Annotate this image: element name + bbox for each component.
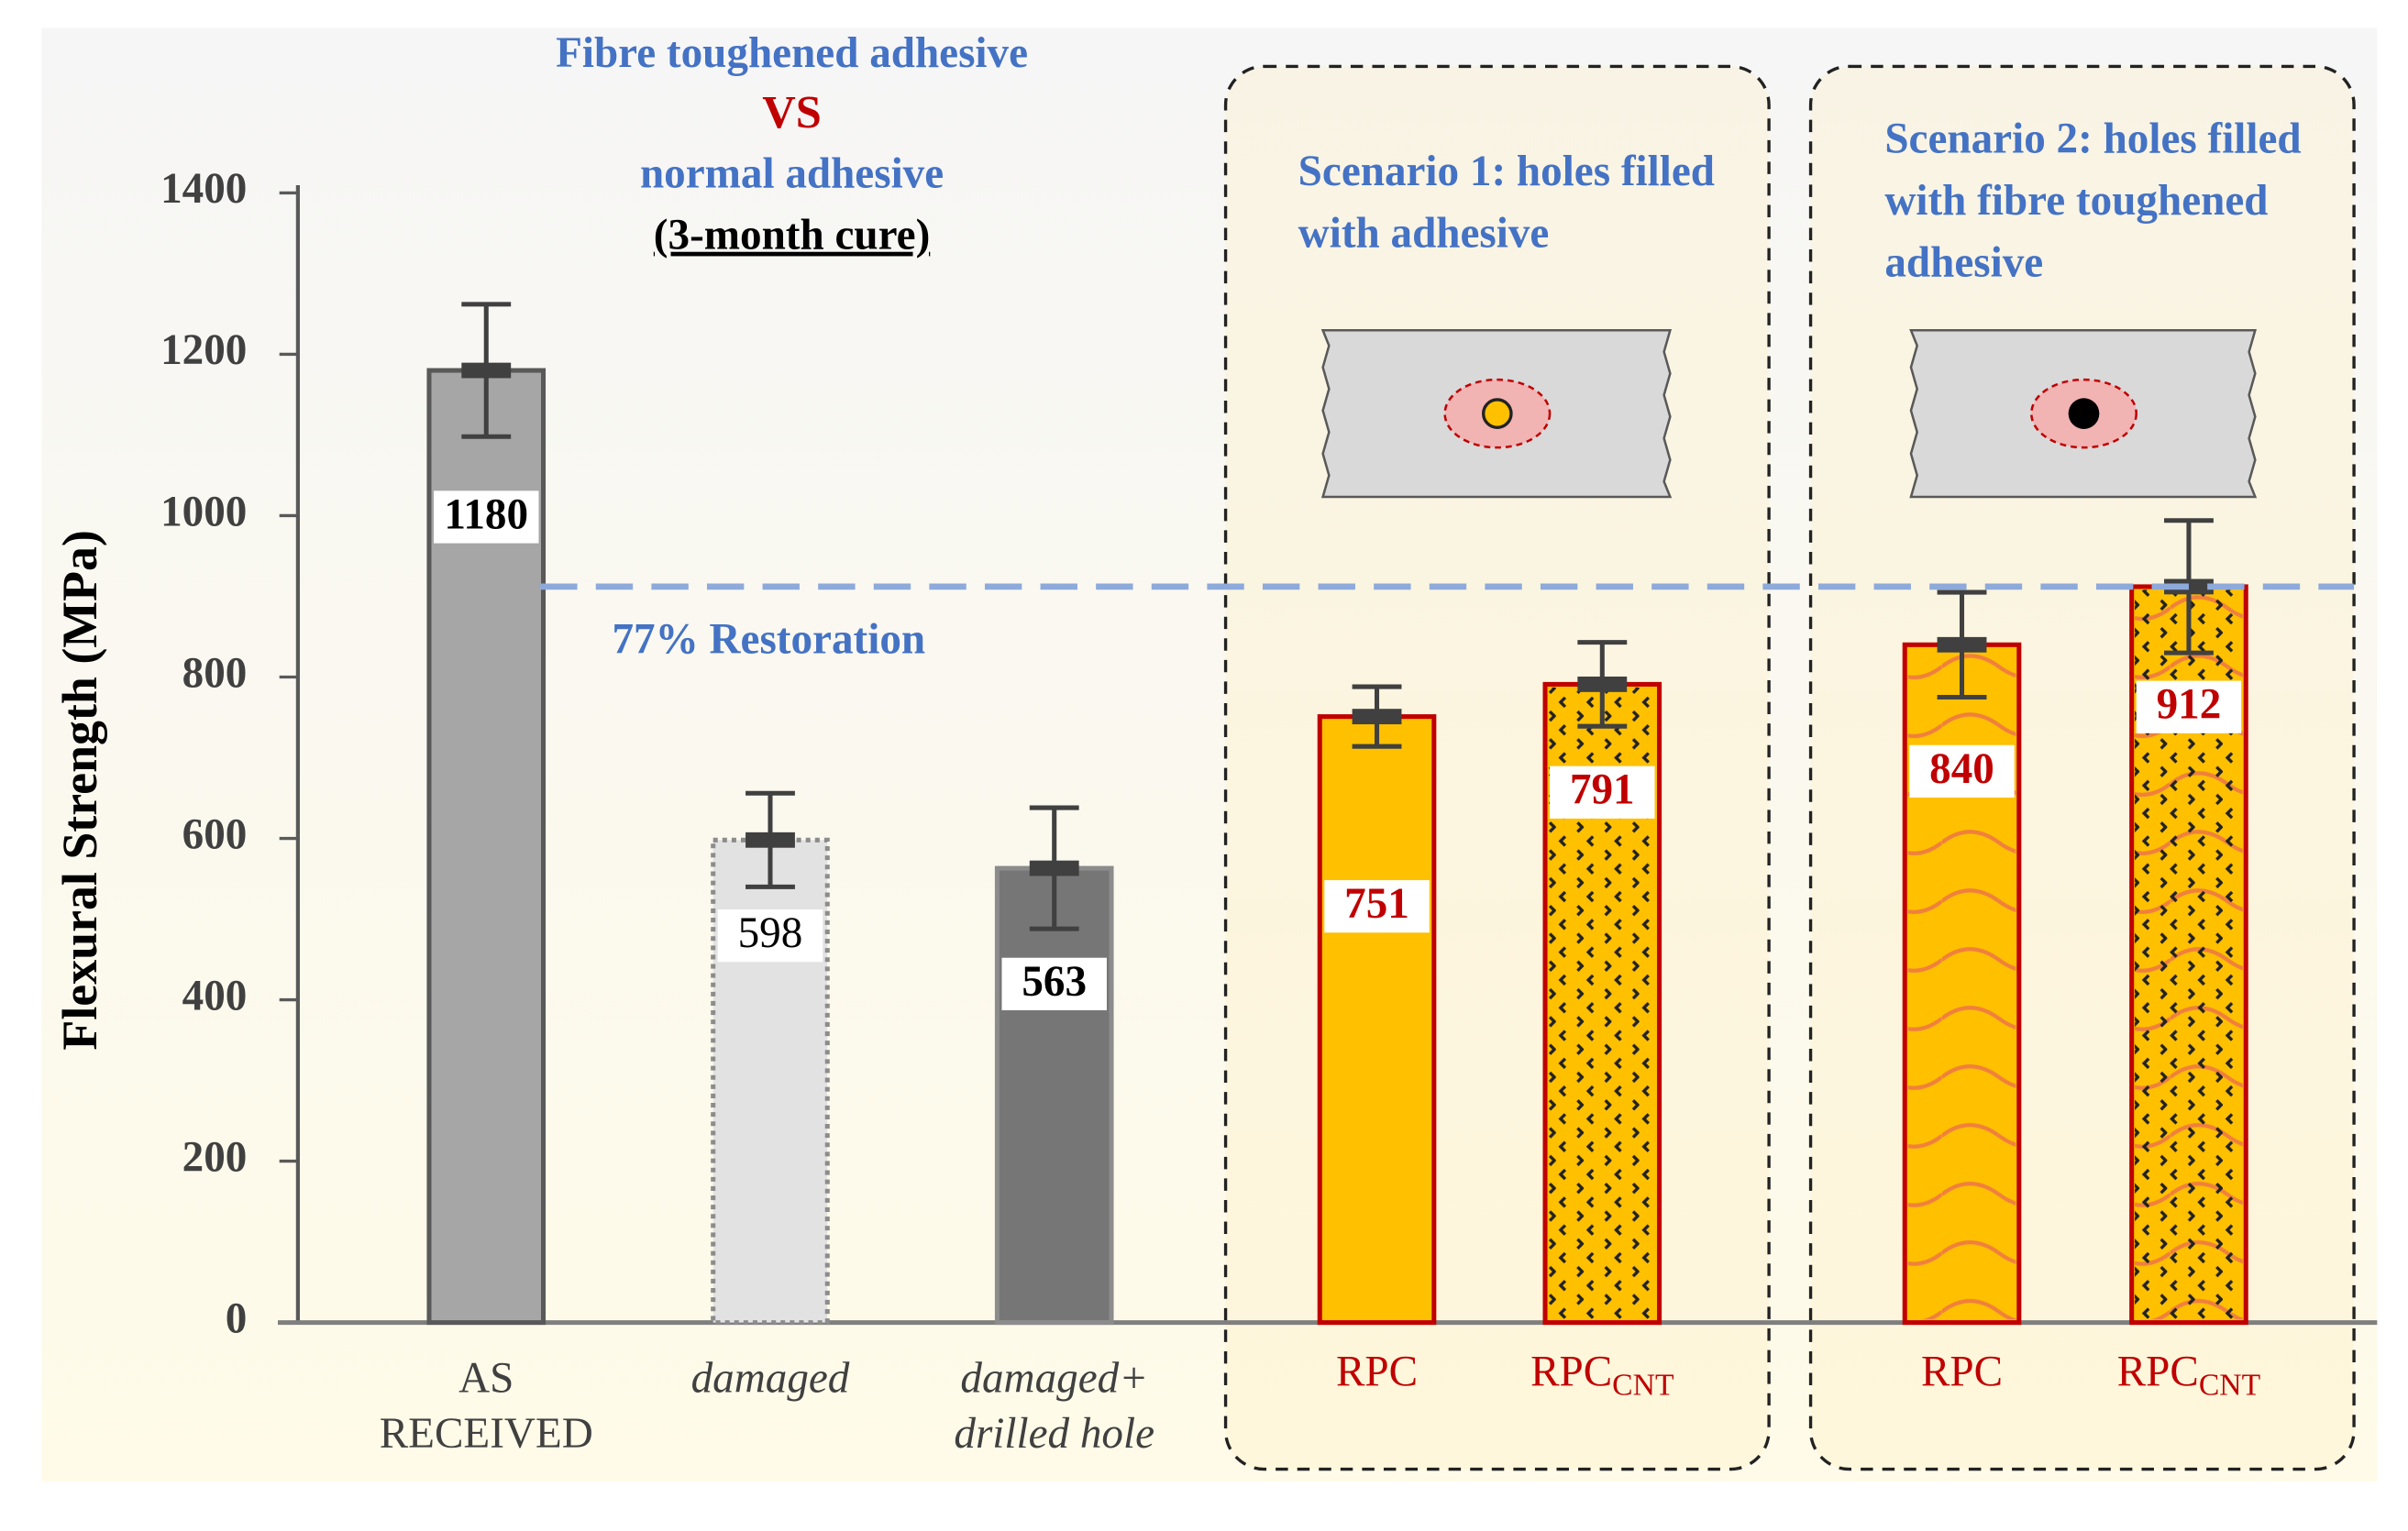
x-tick-label: damaged+ drilled hole [923,1352,1186,1463]
reference-label: 77% Restoration [612,616,925,664]
error-bar [1937,589,1987,700]
mean-marker [461,362,512,379]
y-axis-label: Flexural Strength (MPa) [52,530,107,1050]
y-tick-label: 800 [182,649,248,697]
value-label-bg [1324,880,1430,933]
scenario-box [1223,64,1771,1471]
category-text: damaged+ drilled hole [954,1354,1155,1459]
scenario-label: Scenario 1: holes filled with adhesive [1298,148,1715,259]
category-subscript: CNT [2198,1369,2261,1404]
value-label-bg [434,490,539,544]
category-text: RPC [1335,1349,1419,1397]
value-label-bg [1550,766,1655,819]
category-text: damaged [690,1354,850,1404]
error-bar [1577,640,1628,729]
category-text: RPC [1920,1349,2004,1397]
mean-marker [746,832,795,848]
scenario-label: Scenario 2: holes filled with fibre toug… [1884,116,2302,288]
value-label-bg [1909,744,2015,798]
specimen-icon [1320,328,1673,499]
x-tick-label: RPCCNT [2058,1346,2320,1414]
x-tick-label: damaged [639,1352,901,1408]
value-label-bg [1001,957,1107,1010]
value-label-bg [2136,680,2242,733]
title-line: normal adhesive [640,149,944,197]
value-label: 563 [1022,958,1087,1006]
category-text: AS RECEIVED [379,1354,593,1459]
error-bar [746,790,795,889]
category-text: RPC [1530,1349,1613,1397]
y-tick-label: 400 [182,972,248,1019]
value-label: 840 [1929,745,1994,793]
error-bar [1352,684,1402,749]
specimen-icon [1909,328,2258,499]
x-tick-label: RPC [1245,1346,1508,1402]
category-subscript: CNT [1612,1369,1674,1404]
value-label: 912 [2157,681,2222,729]
y-tick-label: 1400 [160,165,247,213]
value-label-bg [717,909,823,963]
title-line: (3-month cure) [654,212,930,259]
mean-marker [1352,709,1402,725]
mean-marker [1937,636,1987,653]
value-label: 791 [1570,766,1635,814]
x-tick-label: RPCCNT [1471,1346,1733,1414]
mean-marker [1577,677,1628,692]
x-tick-label: RPC [1830,1346,2093,1402]
category-text: RPC [2116,1349,2199,1397]
value-label: 1180 [444,490,528,538]
value-label: 598 [738,909,803,957]
y-tick-label: 0 [226,1294,248,1342]
y-tick-label: 1000 [160,488,247,535]
y-tick-label: 1200 [160,326,247,374]
bar [994,865,1114,1326]
error-bar [1029,805,1079,931]
title-line: Fibre toughened adhesive [556,29,1028,77]
mean-marker [1029,860,1079,876]
value-label: 751 [1344,880,1409,928]
y-tick-label: 200 [182,1133,248,1181]
error-bar [461,302,512,439]
title-line: VS [762,87,822,138]
bar [1317,714,1437,1326]
y-tick-label: 600 [182,810,248,858]
x-tick-label: AS RECEIVED [355,1352,617,1463]
